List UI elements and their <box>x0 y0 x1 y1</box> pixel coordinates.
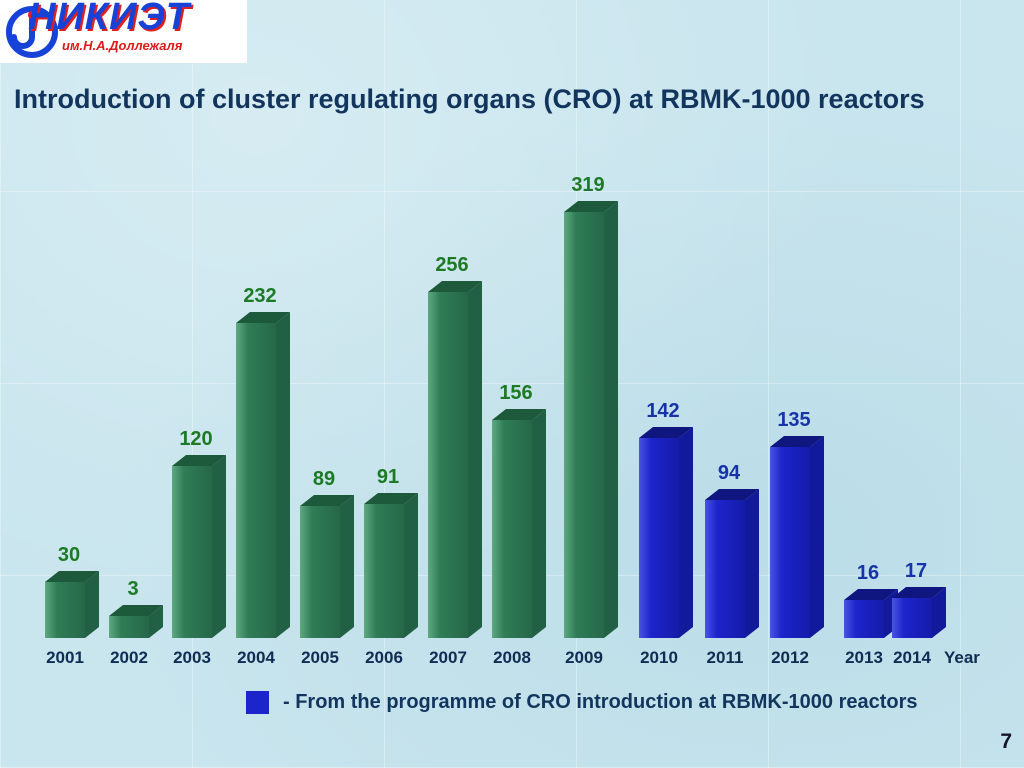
bar-2011 <box>705 489 759 638</box>
bar-2012 <box>770 436 824 638</box>
x-tick-2009: 2009 <box>565 648 603 667</box>
bar-value-2005: 89 <box>312 468 336 490</box>
bar-value-2011: 94 <box>717 462 741 484</box>
slide-title: Introduction of cluster regulating organ… <box>14 84 925 114</box>
x-tick-2006: 2006 <box>365 648 403 667</box>
bar-2010 <box>639 427 693 638</box>
nikiet-logo: НИКИЭТ им.Н.А.Доллежаля <box>0 0 247 63</box>
bar-value-2008: 156 <box>499 382 533 404</box>
bar-2014 <box>892 587 946 638</box>
bar-value-2010: 142 <box>646 400 680 422</box>
logo-subtitle: им.Н.А.Доллежаля <box>62 38 183 53</box>
x-tick-2004: 2004 <box>237 648 275 667</box>
bar-value-2014: 17 <box>904 560 928 582</box>
legend-swatch <box>246 691 269 714</box>
page-number: 7 <box>1000 730 1012 753</box>
x-tick-2007: 2007 <box>429 648 467 667</box>
bar-value-2001: 30 <box>57 544 81 566</box>
logo-title: НИКИЭТ <box>28 0 190 38</box>
nikiet-emblem-icon <box>6 6 58 58</box>
bar-2013 <box>844 589 898 638</box>
x-tick-2014: 2014 <box>893 648 931 667</box>
x-tick-2013: 2013 <box>845 648 883 667</box>
legend: - From the programme of CRO introduction… <box>246 691 918 714</box>
bar-2005 <box>300 495 354 638</box>
bar-2004 <box>236 312 290 638</box>
bar-value-2012: 135 <box>777 409 811 431</box>
x-tick-2012: 2012 <box>771 648 809 667</box>
x-tick-2003: 2003 <box>173 648 211 667</box>
bar-2001 <box>45 571 99 638</box>
bar-value-2003: 120 <box>179 428 213 450</box>
bar-2007 <box>428 281 482 638</box>
bar-value-2006: 91 <box>376 466 400 488</box>
bar-2008 <box>492 409 546 638</box>
bar-value-2002: 3 <box>127 578 139 600</box>
x-tick-2011: 2011 <box>706 648 744 667</box>
bar-value-2013: 16 <box>856 562 880 584</box>
bar-value-2004: 232 <box>243 285 277 307</box>
x-tick-2001: 2001 <box>46 648 84 667</box>
bar-2002 <box>109 605 163 638</box>
bar-value-2009: 319 <box>571 174 605 196</box>
bar-value-2007: 256 <box>435 254 469 276</box>
x-tick-2008: 2008 <box>493 648 531 667</box>
legend-label: - From the programme of CRO introduction… <box>283 691 918 713</box>
bar-2003 <box>172 455 226 638</box>
x-axis-label: Year <box>944 648 980 667</box>
x-tick-2005: 2005 <box>301 648 339 667</box>
bar-2006 <box>364 493 418 638</box>
bar-2009 <box>564 201 618 638</box>
x-tick-2010: 2010 <box>640 648 678 667</box>
x-tick-2002: 2002 <box>110 648 148 667</box>
